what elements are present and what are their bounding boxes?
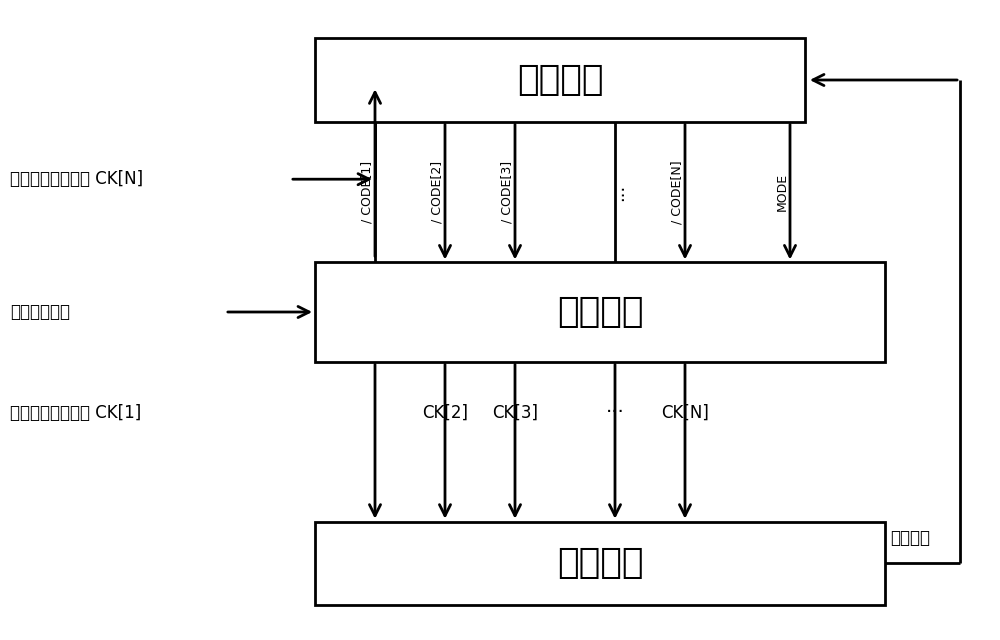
Text: CK[2]: CK[2] — [422, 404, 468, 422]
Text: 查找部件: 查找部件 — [557, 546, 643, 580]
Text: 第二模式输出时钟 CK[N]: 第二模式输出时钟 CK[N] — [10, 170, 143, 188]
Text: CK[N]: CK[N] — [661, 404, 709, 422]
Text: CK[3]: CK[3] — [492, 404, 538, 422]
Text: MODE: MODE — [776, 173, 788, 211]
Bar — [315, 522, 885, 605]
Text: / CODE[1]: / CODE[1] — [360, 161, 374, 223]
Text: / CODE[2]: / CODE[2] — [430, 161, 444, 223]
Text: ···: ··· — [614, 184, 632, 200]
Text: 查找结果: 查找结果 — [890, 529, 930, 547]
Bar — [315, 262, 885, 362]
Text: 延迟部件: 延迟部件 — [557, 295, 643, 329]
Text: ···: ··· — [606, 403, 624, 422]
Text: 系统输入时钟: 系统输入时钟 — [10, 303, 70, 321]
Text: / CODE[3]: / CODE[3] — [501, 161, 514, 223]
Bar — [315, 38, 805, 122]
Text: / CODE[N]: / CODE[N] — [670, 160, 684, 224]
Text: 控制部件: 控制部件 — [517, 63, 603, 97]
Text: 第一模式输出时钟 CK[1]: 第一模式输出时钟 CK[1] — [10, 404, 141, 422]
